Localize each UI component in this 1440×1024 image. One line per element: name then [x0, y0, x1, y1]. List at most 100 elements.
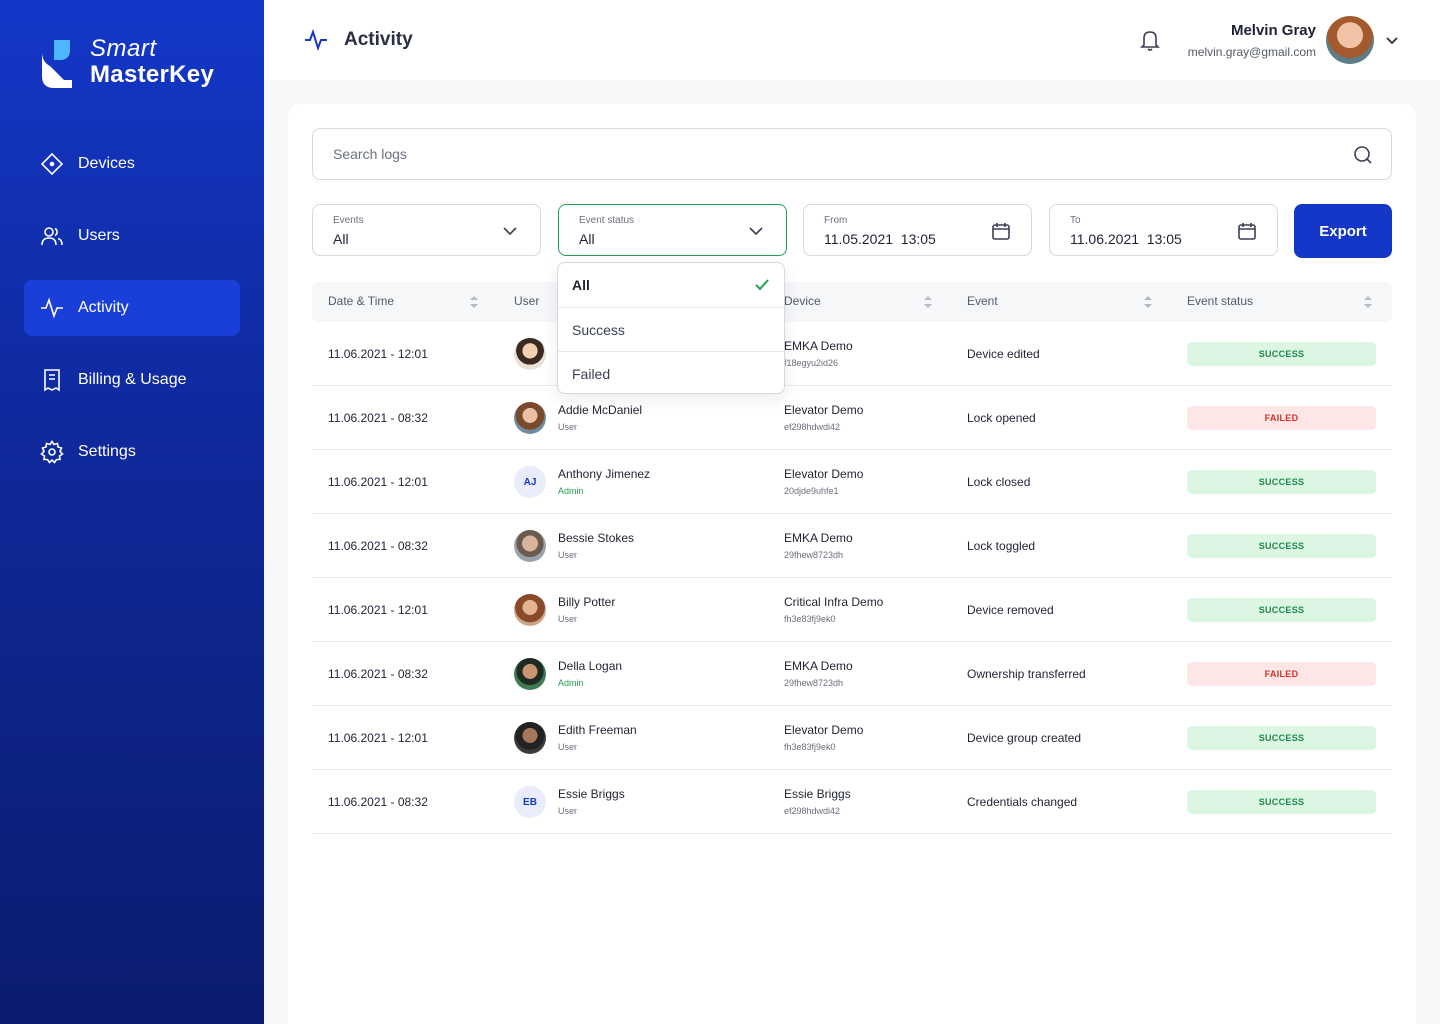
filter-value: All [579, 231, 595, 247]
dropdown-option-success[interactable]: Success [558, 307, 784, 351]
row-date: 11.06.2021 - 12:01 [328, 603, 428, 617]
logo-icon [40, 36, 76, 88]
activity-icon [305, 28, 327, 52]
option-label: Failed [572, 365, 611, 382]
status-badge: FAILED [1187, 406, 1376, 430]
table-row[interactable]: 11.06.2021 - 12:01 AJ Anthony Jimenez Admin… [312, 450, 1392, 514]
brand-line1: Smart [90, 35, 157, 62]
row-user-role: User [558, 742, 578, 752]
row-user-role: Admin [558, 486, 584, 496]
row-event: Device group created [967, 731, 1082, 745]
sort-icon[interactable] [470, 296, 478, 308]
sort-icon[interactable] [1364, 296, 1372, 308]
row-device-id: 20djde9uhfe1 [784, 486, 839, 496]
activity-icon [41, 297, 63, 319]
filter-label: From [824, 215, 848, 226]
row-event: Ownership transferred [967, 667, 1086, 681]
sidebar-nav: Devices Users Activity Billing & Usage S… [24, 136, 240, 496]
row-device-id: fh3e83fj9ek0 [784, 742, 836, 752]
table-row[interactable]: 11.06.2021 - 08:32 Della Logan Admin EMKA D… [312, 642, 1392, 706]
events-filter[interactable]: Events All [312, 204, 541, 256]
sidebar-item-label: Billing & Usage [78, 371, 187, 388]
search-placeholder: Search logs [333, 146, 407, 162]
row-user-role: User [558, 550, 578, 560]
search-input[interactable]: Search logs [312, 128, 1392, 180]
row-event: Device edited [967, 347, 1040, 361]
column-header-event[interactable]: Event [967, 294, 998, 308]
row-device-id: fh3e83fj9ek0 [784, 614, 836, 624]
notifications-button[interactable] [1138, 28, 1162, 52]
billing-icon [44, 369, 60, 392]
row-event: Credentials changed [967, 795, 1078, 809]
row-user-name: Bessie Stokes [558, 531, 635, 545]
dropdown-option-failed[interactable]: Failed [558, 351, 784, 395]
sidebar-item-label: Devices [78, 155, 135, 172]
row-date: 11.06.2021 - 08:32 [328, 539, 428, 553]
row-user-role: User [558, 806, 578, 816]
row-date: 11.06.2021 - 12:01 [328, 475, 428, 489]
row-device-name: Critical Infra Demo [784, 595, 884, 609]
column-header-device[interactable]: Device [784, 294, 821, 308]
sort-icon[interactable] [924, 296, 932, 308]
sidebar-item-users[interactable]: Users [24, 208, 240, 264]
row-device-id: 29fhew8723dh [784, 678, 844, 688]
brand-line2: MasterKey [90, 61, 215, 89]
export-button[interactable]: Export [1294, 204, 1392, 258]
status-badge: SUCCESS [1187, 726, 1376, 750]
row-date: 11.06.2021 - 08:32 [328, 795, 428, 809]
option-label: Success [572, 321, 625, 338]
sidebar-item-activity[interactable]: Activity [24, 280, 240, 336]
row-date: 11.06.2021 - 12:01 [328, 347, 428, 361]
sidebar-item-settings[interactable]: Settings [24, 424, 240, 480]
sidebar-item-billing[interactable]: Billing & Usage [24, 352, 240, 408]
row-device-name: Elevator Demo [784, 467, 864, 481]
status-badge: SUCCESS [1187, 534, 1376, 558]
chevron-down-icon [503, 227, 517, 236]
event-status-filter[interactable]: Event status All [558, 204, 787, 256]
sidebar-item-devices[interactable]: Devices [24, 136, 240, 192]
filter-label: Event status [579, 215, 635, 226]
row-user-name: Essie Briggs [558, 787, 625, 801]
row-date: 11.06.2021 - 08:32 [328, 411, 428, 425]
users-icon [41, 227, 63, 246]
chevron-down-icon [749, 227, 763, 236]
filter-value: 11.06.2021 13:05 [1070, 231, 1182, 247]
status-badge: SUCCESS [1187, 598, 1376, 622]
table-row[interactable]: 11.06.2021 - 12:01 Billy Potter User Critic… [312, 578, 1392, 642]
column-header-date[interactable]: Date & Time [328, 294, 395, 308]
row-device-id: 29fhew8723dh [784, 550, 844, 560]
row-device-id: ef298hdwdi42 [784, 806, 841, 816]
table-row[interactable]: 11.06.2021 - 08:32 EB Essie Briggs User Essi… [312, 770, 1392, 834]
row-device-name: Elevator Demo [784, 403, 864, 417]
filter-label: To [1070, 215, 1081, 226]
from-date-picker[interactable]: From 11.05.2021 13:05 [803, 204, 1032, 256]
calendar-icon [1238, 223, 1256, 240]
sort-icon[interactable] [1144, 296, 1152, 308]
column-header-user[interactable]: User [514, 294, 540, 308]
sidebar-item-label: Users [78, 227, 120, 244]
option-label: All [572, 277, 590, 293]
table-row[interactable]: 11.06.2021 - 12:01 EMKA Demo f18egyu2id26 D… [312, 322, 1392, 386]
table-row[interactable]: 11.06.2021 - 08:32 Bessie Stokes User EMKA … [312, 514, 1392, 578]
page-title: Activity [344, 29, 413, 50]
avatar-initials: EB [523, 796, 537, 808]
logo[interactable]: Smart MasterKey [40, 35, 215, 89]
filter-value: 11.05.2021 13:05 [824, 231, 936, 247]
bell-icon [1140, 31, 1160, 51]
to-date-picker[interactable]: To 11.06.2021 13:05 [1049, 204, 1278, 256]
row-event: Lock toggled [967, 539, 1036, 553]
row-device-name: EMKA Demo [784, 339, 853, 353]
table-row[interactable]: 11.06.2021 - 08:32 Addie McDaniel User Elev… [312, 386, 1392, 450]
row-event: Device removed [967, 603, 1054, 617]
row-device-id: f18egyu2id26 [784, 358, 839, 368]
avatar [514, 722, 546, 754]
column-header-status[interactable]: Event status [1187, 294, 1254, 308]
table-row[interactable]: 11.06.2021 - 12:01 Edith Freeman User Eleva… [312, 706, 1392, 770]
user-menu-button[interactable] [1384, 32, 1400, 48]
avatar [514, 338, 546, 370]
activity-card: Search logs Events All Event status All … [288, 104, 1416, 1024]
user-avatar[interactable] [1326, 16, 1374, 64]
dropdown-option-all[interactable]: All [558, 263, 784, 307]
devices-icon [40, 152, 64, 176]
avatar: EB [514, 786, 546, 818]
